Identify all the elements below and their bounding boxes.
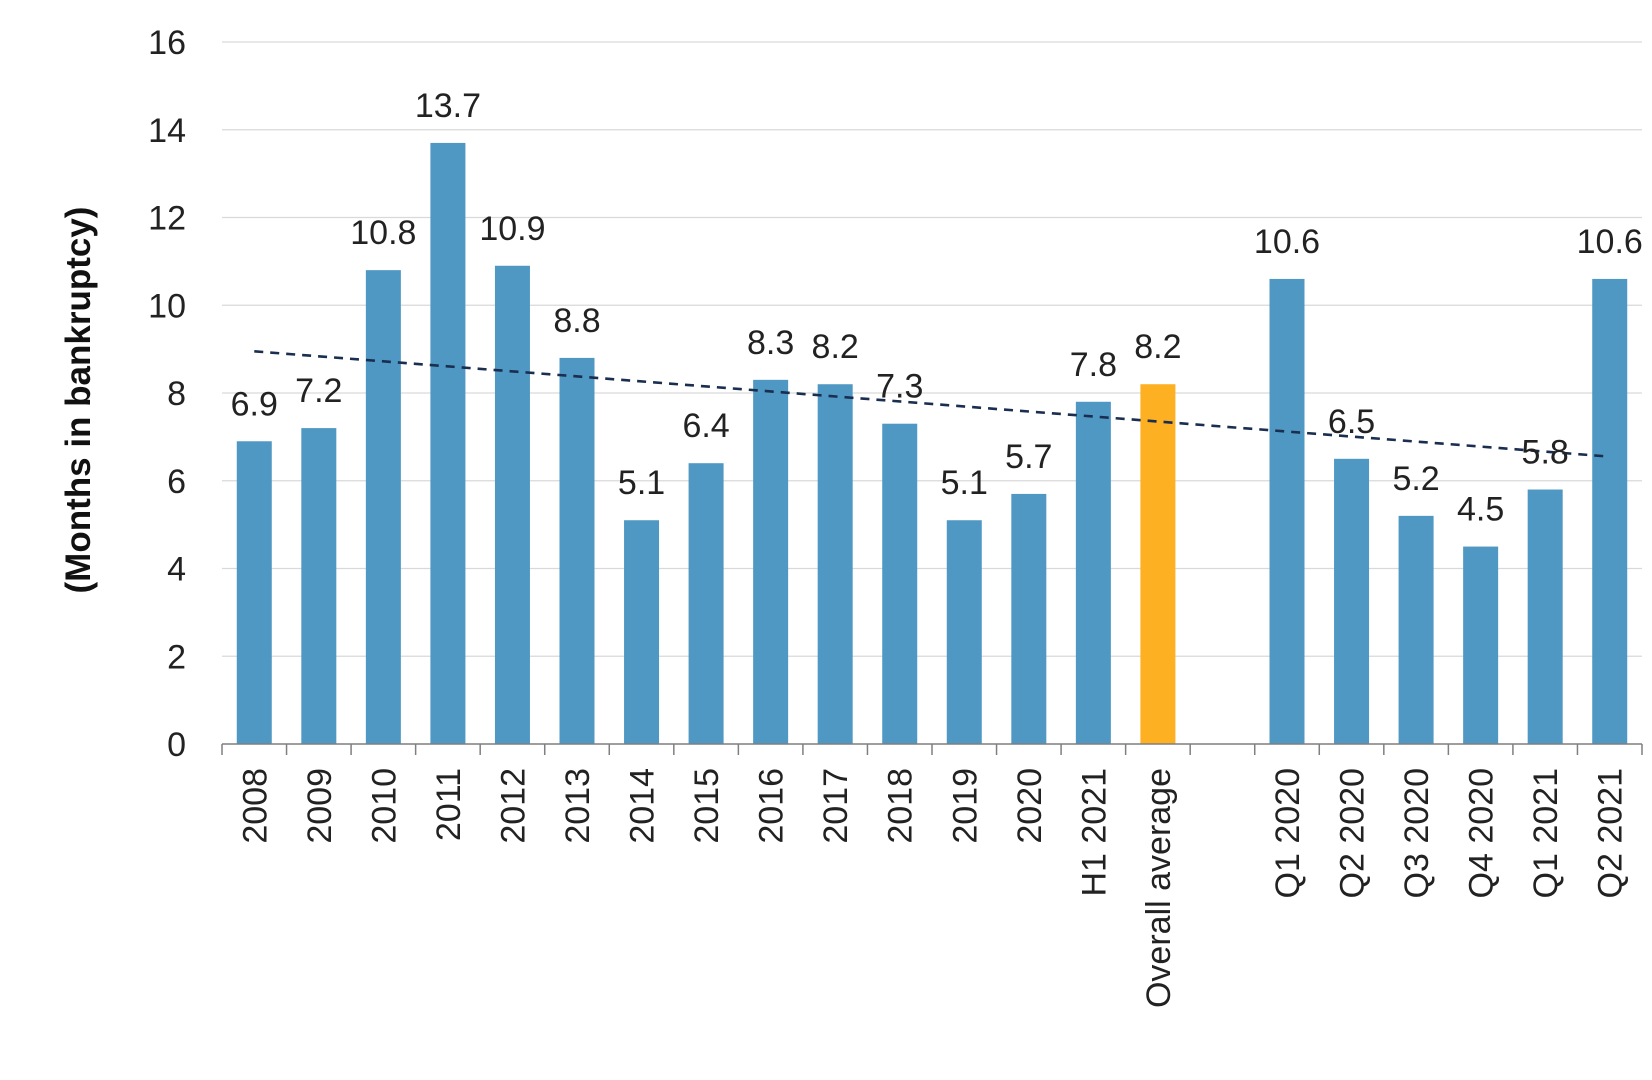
- data-label: 5.1: [941, 464, 988, 502]
- category-label: 2011: [430, 768, 468, 841]
- data-label: 5.7: [1005, 438, 1052, 476]
- data-label: 13.7: [415, 87, 481, 125]
- category-label: Overall average: [1140, 768, 1178, 1008]
- y-tick-label: 14: [148, 112, 186, 150]
- data-label: 5.2: [1392, 460, 1439, 498]
- category-label: 2012: [494, 768, 532, 844]
- data-label: 10.9: [479, 210, 545, 248]
- data-label: 5.1: [618, 464, 665, 502]
- data-label: 4.5: [1457, 491, 1504, 529]
- category-label: Q4 2020: [1463, 768, 1501, 898]
- data-label: 7.2: [295, 372, 342, 410]
- category-label: 2019: [946, 768, 984, 844]
- bar: [1269, 278, 1305, 744]
- bars: [236, 142, 1628, 745]
- y-axis-title: (Months in bankruptcy): [59, 207, 98, 594]
- bar: [1011, 493, 1047, 744]
- y-tick-label: 0: [167, 726, 186, 764]
- data-label: 8.8: [553, 302, 600, 340]
- bar: [1592, 278, 1628, 744]
- data-label: 7.8: [1070, 346, 1117, 384]
- bar: [430, 142, 466, 745]
- data-label: 10.8: [350, 214, 416, 252]
- bar: [688, 463, 724, 744]
- y-tick-label: 12: [148, 200, 186, 238]
- bar: [753, 379, 789, 744]
- bar: [1334, 458, 1370, 744]
- data-label: 8.2: [1134, 328, 1181, 366]
- bar: [1463, 546, 1499, 744]
- category-label: 2008: [236, 768, 274, 844]
- y-tick-label: 6: [167, 463, 186, 501]
- data-labels: 6.9 7.2 10.8 13.7 10.9 8.8 5.1 6.4 8.3 8.2 7.3 5.1 5…: [231, 87, 1643, 529]
- category-label: 2018: [882, 768, 920, 844]
- y-tick-label: 16: [148, 24, 186, 62]
- category-label: H1 2021: [1075, 768, 1113, 897]
- y-tick-label: 4: [167, 551, 186, 589]
- category-label: Q3 2020: [1398, 768, 1436, 898]
- data-label: 6.9: [231, 385, 278, 423]
- category-label: 2013: [559, 768, 597, 844]
- y-tick-labels: 0 2 4 6 8 10 12 14 16: [148, 24, 186, 764]
- bar: [624, 520, 660, 744]
- bar: [365, 270, 401, 744]
- category-label: Q1 2020: [1269, 768, 1307, 898]
- bar: [817, 384, 853, 744]
- bar: [1075, 401, 1111, 744]
- bar: [882, 423, 918, 744]
- axes: [221, 743, 1643, 755]
- data-label: 8.2: [812, 328, 859, 366]
- category-label: 2010: [365, 768, 403, 844]
- category-label: 2015: [688, 768, 726, 844]
- y-tick-label: 10: [148, 287, 186, 325]
- category-label: 2009: [301, 768, 339, 844]
- bar: [1398, 515, 1434, 744]
- bar: [1140, 384, 1176, 744]
- category-label: 2017: [817, 768, 855, 844]
- bar: [301, 428, 337, 744]
- bar: [946, 520, 982, 744]
- category-labels: 2008 2009 2010 2011 2012 2013 2014 2015 2016 2017…: [236, 768, 1629, 1008]
- data-label: 5.8: [1522, 434, 1569, 472]
- bar: [1527, 489, 1563, 744]
- category-label: 2020: [1011, 768, 1049, 844]
- bar: [236, 441, 272, 744]
- data-label: 10.6: [1254, 223, 1320, 261]
- category-label: 2016: [753, 768, 791, 844]
- trendline-line: [254, 350, 1610, 458]
- category-label: Q2 2021: [1592, 768, 1630, 898]
- data-label: 10.6: [1577, 223, 1643, 261]
- data-label: 7.3: [876, 368, 923, 406]
- data-label: 6.5: [1328, 403, 1375, 441]
- bar: [494, 265, 530, 744]
- y-tick-label: 8: [167, 375, 186, 413]
- category-label: Q2 2020: [1334, 768, 1372, 898]
- y-tick-label: 2: [167, 638, 186, 676]
- category-label: Q1 2021: [1527, 768, 1565, 898]
- data-label: 6.4: [682, 407, 729, 445]
- category-label: 2014: [624, 768, 662, 844]
- data-label: 8.3: [747, 324, 794, 362]
- bar: [559, 357, 595, 744]
- trendline: [254, 350, 1610, 458]
